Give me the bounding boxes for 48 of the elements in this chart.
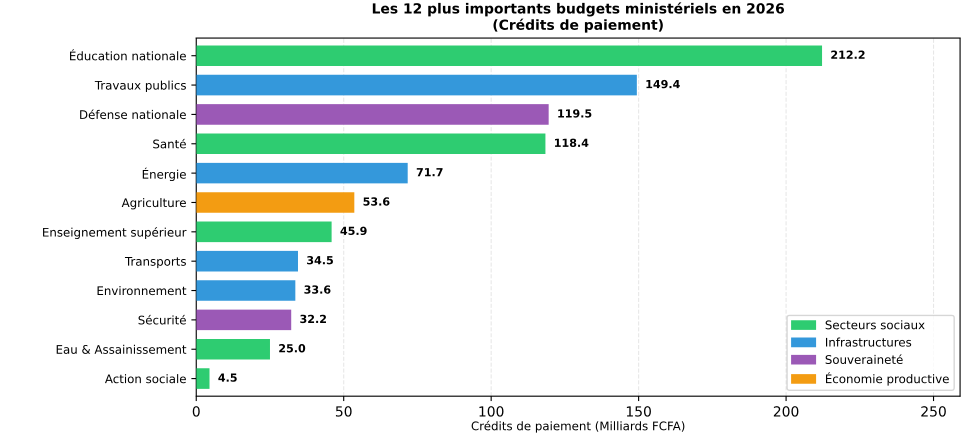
x-tick-label: 250: [921, 406, 946, 417]
chart-title: Les 12 plus importants budgets ministériels en 2026 (Crédits de paiement): [372, 2, 784, 33]
data-label: 71.7: [416, 168, 443, 176]
bar: [196, 310, 292, 330]
data-label: 118.4: [555, 138, 588, 147]
y-tick-label: Travaux publics: [94, 80, 186, 92]
y-tick-label: Santé: [153, 138, 186, 148]
bar: [196, 74, 637, 96]
x-tick-label: 0: [192, 406, 200, 417]
x-tick-label: 150: [626, 406, 651, 417]
data-label: 4.5: [218, 374, 237, 382]
y-tick-label: Transports: [124, 257, 186, 268]
data-label: 33.6: [304, 285, 330, 294]
data-label: 212.2: [831, 50, 865, 59]
y-tick-label: Eau & Assainissement: [56, 344, 186, 354]
bar: [196, 368, 210, 389]
x-tick-label: 100: [479, 406, 504, 417]
bar: [196, 222, 332, 242]
y-tick-label: Éducation nationale: [70, 49, 186, 60]
data-label: 53.6: [364, 197, 390, 206]
bar: [196, 104, 549, 125]
data-label: 45.9: [340, 226, 367, 236]
data-label: 25.0: [279, 344, 306, 352]
y-tick-label: Agriculture: [122, 198, 186, 210]
x-tick-label: 200: [774, 406, 798, 417]
bar: [196, 338, 270, 360]
bar: [196, 280, 296, 301]
y-tick-label: Environnement: [98, 286, 186, 296]
bar: [196, 192, 354, 213]
bar: [196, 133, 546, 154]
y-tick-label: Enseignement supérieur: [43, 227, 187, 239]
y-tick-label: Sécurité: [138, 314, 186, 325]
data-label: 149.4: [646, 80, 680, 88]
y-tick-label: Action sociale: [104, 374, 186, 384]
bar: [196, 45, 822, 66]
legend-label: Infrastructures: [826, 338, 912, 347]
bar: [196, 250, 298, 272]
x-axis-title: Crédits de paiement (Milliards FCFA): [472, 420, 684, 433]
legend-label: Secteurs sociaux: [826, 320, 925, 330]
legend-label: Économie productive: [826, 372, 949, 386]
data-label: 34.5: [307, 256, 333, 264]
bar: [196, 162, 408, 184]
legend-label: Souveraineté: [826, 354, 903, 364]
y-tick-label: Énergie: [142, 168, 186, 182]
data-label: 119.5: [558, 109, 592, 118]
data-label: 32.2: [300, 314, 326, 324]
x-tick-label: 50: [336, 406, 352, 417]
y-tick-label: Défense nationale: [80, 109, 186, 120]
